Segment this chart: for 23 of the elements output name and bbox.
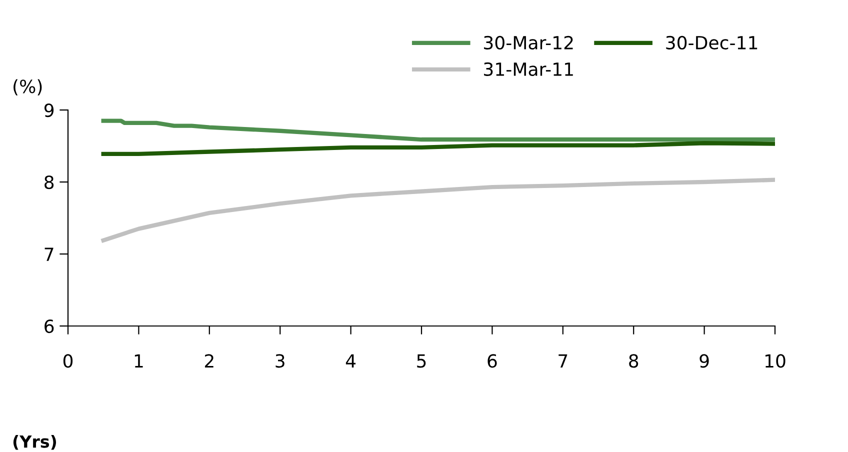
y-axis-title: (%)	[14, 79, 42, 96]
x-tick-label: 4	[346, 354, 356, 368]
legend-label: 30-Dec-11	[666, 36, 758, 50]
x-tick-label: 0	[63, 354, 73, 368]
line-series	[101, 178, 775, 242]
x-tick-label: 1	[134, 354, 143, 368]
legend-label: 31-Mar-11	[484, 62, 573, 76]
x-tick-label: 6	[488, 354, 497, 368]
x-axis-title: (Yrs)	[13, 434, 56, 450]
line-series	[101, 141, 775, 156]
line-series	[101, 118, 775, 142]
x-tick-label: 9	[700, 354, 709, 368]
x-tick-label: 3	[276, 354, 284, 368]
x-tick-label: 2	[204, 354, 214, 368]
y-tick-label: 6	[44, 319, 54, 334]
y-tick-label: 8	[44, 175, 54, 190]
y-tick-label: 7	[44, 248, 54, 261]
y-tick-label: 9	[44, 103, 54, 118]
x-tick-label: 5	[417, 354, 426, 368]
x-tick-label: 10	[765, 354, 786, 368]
x-tick-label: 8	[629, 354, 638, 368]
x-tick-label: 7	[558, 354, 568, 368]
legend-label: 30-Mar-12	[484, 36, 573, 50]
